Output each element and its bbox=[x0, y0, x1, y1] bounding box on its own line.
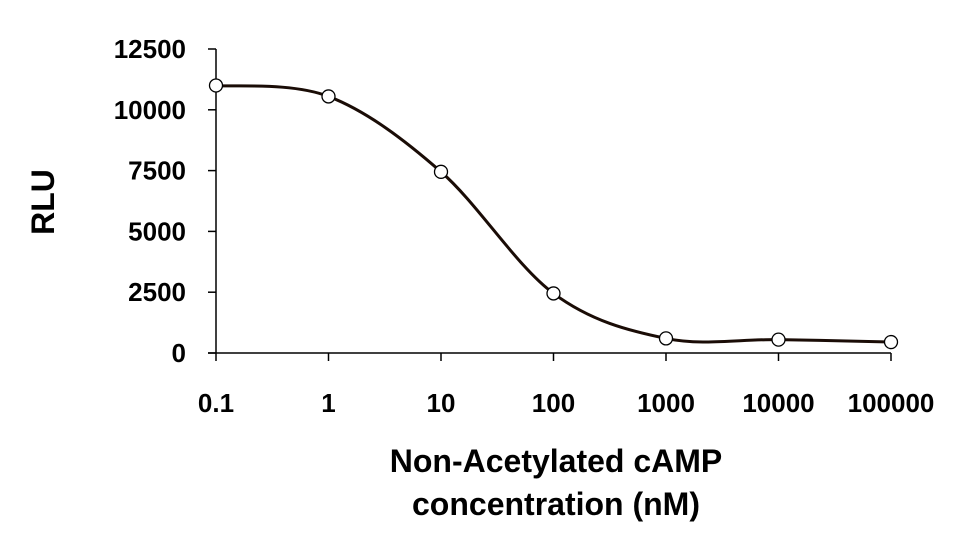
y-tick-label: 2500 bbox=[128, 277, 186, 307]
x-axis-title-line-1: Non-Acetylated cAMP bbox=[390, 443, 723, 479]
y-tick-label: 7500 bbox=[128, 156, 186, 186]
x-tick-label: 100000 bbox=[848, 388, 935, 418]
data-point bbox=[321, 89, 336, 104]
y-axis-title: RLU bbox=[25, 169, 61, 235]
y-tick-label: 12500 bbox=[114, 34, 186, 64]
y-axis bbox=[208, 48, 217, 354]
data-markers bbox=[208, 78, 899, 350]
y-tick-label: 5000 bbox=[128, 216, 186, 246]
data-point bbox=[883, 334, 899, 350]
y-tick-label: 0 bbox=[172, 338, 186, 368]
fit-curve bbox=[215, 83, 892, 344]
data-point bbox=[208, 78, 224, 93]
data-point bbox=[771, 332, 786, 347]
data-point bbox=[433, 164, 449, 179]
x-tick-label: 10 bbox=[427, 388, 456, 418]
x-tick-label: 1000 bbox=[637, 388, 695, 418]
x-tick-labels: 0.1 1 10 100 1000 10000 100000 bbox=[198, 388, 934, 418]
x-axis-title-line-2: concentration (nM) bbox=[412, 486, 700, 522]
x-tick-label: 100 bbox=[532, 388, 575, 418]
x-tick-label: 1 bbox=[321, 388, 335, 418]
data-point bbox=[658, 331, 674, 346]
y-tick-labels: 0 2500 5000 7500 10000 12500 bbox=[114, 34, 186, 368]
data-point bbox=[546, 286, 561, 301]
x-tick-label: 10000 bbox=[742, 388, 814, 418]
y-tick-label: 10000 bbox=[114, 95, 186, 125]
x-axis bbox=[208, 352, 892, 361]
x-tick-label: 0.1 bbox=[198, 388, 234, 418]
